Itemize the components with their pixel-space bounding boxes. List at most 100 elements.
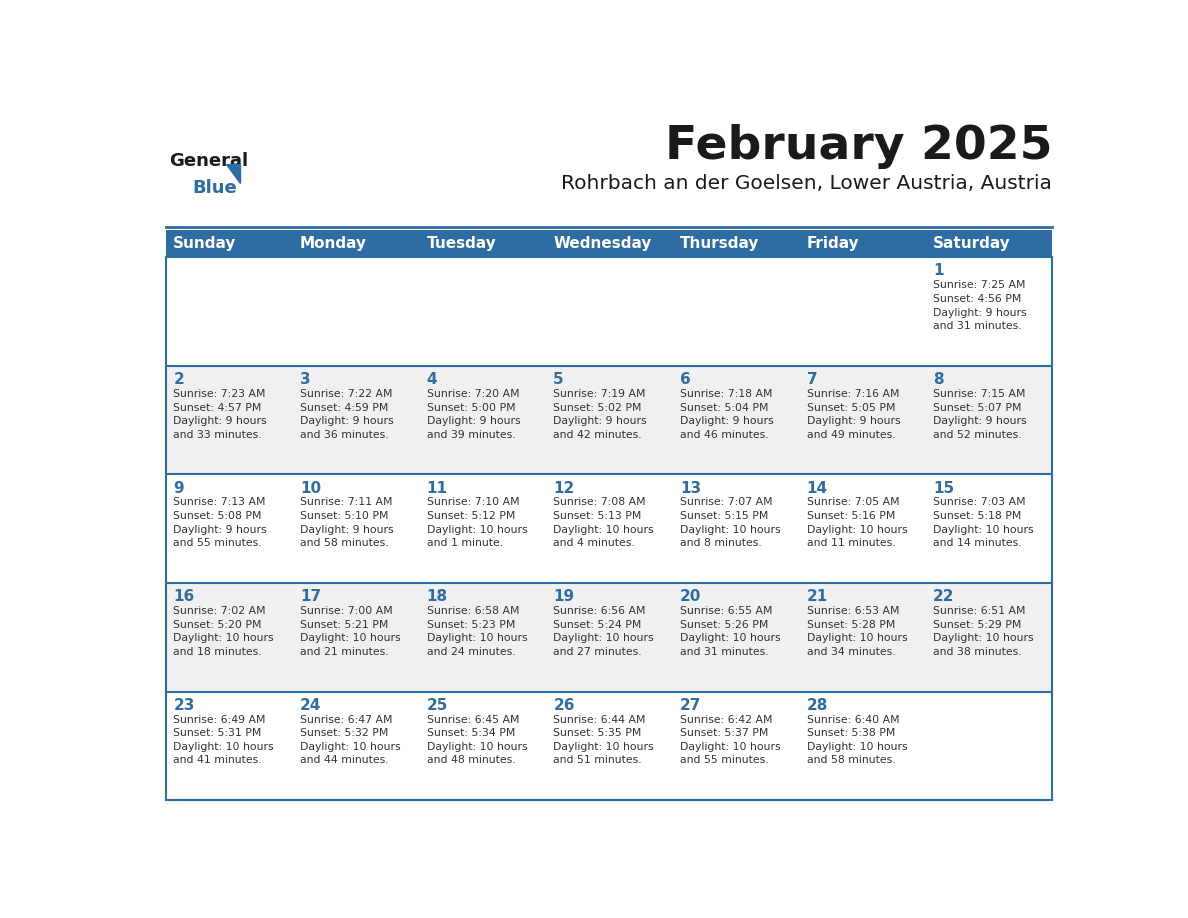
Bar xyxy=(165,691,292,800)
Bar xyxy=(545,365,672,475)
Text: 1: 1 xyxy=(934,263,943,278)
Text: Sunrise: 6:51 AM
Sunset: 5:29 PM
Daylight: 10 hours
and 38 minutes.: Sunrise: 6:51 AM Sunset: 5:29 PM Dayligh… xyxy=(934,606,1034,657)
Text: Sunrise: 7:02 AM
Sunset: 5:20 PM
Daylight: 10 hours
and 18 minutes.: Sunrise: 7:02 AM Sunset: 5:20 PM Dayligh… xyxy=(173,606,274,657)
Text: 27: 27 xyxy=(680,698,701,712)
Text: 8: 8 xyxy=(934,372,944,387)
Text: Wednesday: Wednesday xyxy=(554,236,651,251)
Text: General: General xyxy=(170,151,248,170)
Text: 19: 19 xyxy=(554,589,574,604)
Text: 20: 20 xyxy=(680,589,701,604)
Text: Tuesday: Tuesday xyxy=(426,236,497,251)
Bar xyxy=(165,583,292,691)
Bar xyxy=(165,257,292,365)
Bar xyxy=(292,257,419,365)
Text: Blue: Blue xyxy=(192,179,238,197)
Polygon shape xyxy=(226,164,240,183)
Bar xyxy=(672,691,798,800)
Text: 6: 6 xyxy=(680,372,690,387)
Text: Sunrise: 7:08 AM
Sunset: 5:13 PM
Daylight: 10 hours
and 4 minutes.: Sunrise: 7:08 AM Sunset: 5:13 PM Dayligh… xyxy=(554,498,653,548)
Bar xyxy=(545,475,672,583)
Text: 10: 10 xyxy=(299,480,321,496)
Bar xyxy=(545,691,672,800)
Text: Sunday: Sunday xyxy=(173,236,236,251)
Text: Sunrise: 6:53 AM
Sunset: 5:28 PM
Daylight: 10 hours
and 34 minutes.: Sunrise: 6:53 AM Sunset: 5:28 PM Dayligh… xyxy=(807,606,908,657)
Bar xyxy=(545,583,672,691)
Bar xyxy=(292,691,419,800)
Text: Sunrise: 6:49 AM
Sunset: 5:31 PM
Daylight: 10 hours
and 41 minutes.: Sunrise: 6:49 AM Sunset: 5:31 PM Dayligh… xyxy=(173,714,274,766)
Bar xyxy=(798,257,925,365)
Bar xyxy=(419,583,545,691)
Bar xyxy=(165,365,292,475)
Text: Sunrise: 7:19 AM
Sunset: 5:02 PM
Daylight: 9 hours
and 42 minutes.: Sunrise: 7:19 AM Sunset: 5:02 PM Dayligh… xyxy=(554,389,647,440)
Text: 9: 9 xyxy=(173,480,184,496)
Text: Sunrise: 7:05 AM
Sunset: 5:16 PM
Daylight: 10 hours
and 11 minutes.: Sunrise: 7:05 AM Sunset: 5:16 PM Dayligh… xyxy=(807,498,908,548)
Text: Saturday: Saturday xyxy=(933,236,1011,251)
Bar xyxy=(798,475,925,583)
Text: Sunrise: 7:15 AM
Sunset: 5:07 PM
Daylight: 9 hours
and 52 minutes.: Sunrise: 7:15 AM Sunset: 5:07 PM Dayligh… xyxy=(934,389,1026,440)
Text: Sunrise: 7:16 AM
Sunset: 5:05 PM
Daylight: 9 hours
and 49 minutes.: Sunrise: 7:16 AM Sunset: 5:05 PM Dayligh… xyxy=(807,389,901,440)
Text: Sunrise: 7:23 AM
Sunset: 4:57 PM
Daylight: 9 hours
and 33 minutes.: Sunrise: 7:23 AM Sunset: 4:57 PM Dayligh… xyxy=(173,389,267,440)
Text: 28: 28 xyxy=(807,698,828,712)
Text: 12: 12 xyxy=(554,480,575,496)
Text: 11: 11 xyxy=(426,480,448,496)
Text: Sunrise: 6:45 AM
Sunset: 5:34 PM
Daylight: 10 hours
and 48 minutes.: Sunrise: 6:45 AM Sunset: 5:34 PM Dayligh… xyxy=(426,714,527,766)
Bar xyxy=(798,365,925,475)
Text: 17: 17 xyxy=(299,589,321,604)
Text: 26: 26 xyxy=(554,698,575,712)
Bar xyxy=(165,230,1053,257)
Bar xyxy=(292,583,419,691)
Bar xyxy=(545,257,672,365)
Bar xyxy=(798,583,925,691)
Text: Sunrise: 7:25 AM
Sunset: 4:56 PM
Daylight: 9 hours
and 31 minutes.: Sunrise: 7:25 AM Sunset: 4:56 PM Dayligh… xyxy=(934,280,1026,331)
Bar xyxy=(672,365,798,475)
Text: Sunrise: 6:47 AM
Sunset: 5:32 PM
Daylight: 10 hours
and 44 minutes.: Sunrise: 6:47 AM Sunset: 5:32 PM Dayligh… xyxy=(299,714,400,766)
Text: Sunrise: 6:55 AM
Sunset: 5:26 PM
Daylight: 10 hours
and 31 minutes.: Sunrise: 6:55 AM Sunset: 5:26 PM Dayligh… xyxy=(680,606,781,657)
Bar xyxy=(672,257,798,365)
Text: 7: 7 xyxy=(807,372,817,387)
Text: 13: 13 xyxy=(680,480,701,496)
Bar xyxy=(292,475,419,583)
Text: Sunrise: 7:11 AM
Sunset: 5:10 PM
Daylight: 9 hours
and 58 minutes.: Sunrise: 7:11 AM Sunset: 5:10 PM Dayligh… xyxy=(299,498,393,548)
Text: Sunrise: 6:58 AM
Sunset: 5:23 PM
Daylight: 10 hours
and 24 minutes.: Sunrise: 6:58 AM Sunset: 5:23 PM Dayligh… xyxy=(426,606,527,657)
Text: Sunrise: 6:44 AM
Sunset: 5:35 PM
Daylight: 10 hours
and 51 minutes.: Sunrise: 6:44 AM Sunset: 5:35 PM Dayligh… xyxy=(554,714,653,766)
Bar xyxy=(165,475,292,583)
Text: 22: 22 xyxy=(934,589,955,604)
Bar xyxy=(419,365,545,475)
Text: Monday: Monday xyxy=(299,236,367,251)
Bar xyxy=(925,365,1053,475)
Text: Sunrise: 7:00 AM
Sunset: 5:21 PM
Daylight: 10 hours
and 21 minutes.: Sunrise: 7:00 AM Sunset: 5:21 PM Dayligh… xyxy=(299,606,400,657)
Text: Sunrise: 6:56 AM
Sunset: 5:24 PM
Daylight: 10 hours
and 27 minutes.: Sunrise: 6:56 AM Sunset: 5:24 PM Dayligh… xyxy=(554,606,653,657)
Bar xyxy=(925,583,1053,691)
Text: 4: 4 xyxy=(426,372,437,387)
Text: 14: 14 xyxy=(807,480,828,496)
Text: 18: 18 xyxy=(426,589,448,604)
Text: 5: 5 xyxy=(554,372,564,387)
Bar xyxy=(925,257,1053,365)
Bar xyxy=(925,691,1053,800)
Text: 2: 2 xyxy=(173,372,184,387)
Text: 3: 3 xyxy=(299,372,310,387)
Text: Sunrise: 7:18 AM
Sunset: 5:04 PM
Daylight: 9 hours
and 46 minutes.: Sunrise: 7:18 AM Sunset: 5:04 PM Dayligh… xyxy=(680,389,773,440)
Text: 15: 15 xyxy=(934,480,954,496)
Bar xyxy=(672,583,798,691)
Bar xyxy=(419,257,545,365)
Bar xyxy=(925,475,1053,583)
Text: Sunrise: 7:07 AM
Sunset: 5:15 PM
Daylight: 10 hours
and 8 minutes.: Sunrise: 7:07 AM Sunset: 5:15 PM Dayligh… xyxy=(680,498,781,548)
Text: 16: 16 xyxy=(173,589,195,604)
Text: 21: 21 xyxy=(807,589,828,604)
Bar xyxy=(419,475,545,583)
Text: 23: 23 xyxy=(173,698,195,712)
Bar xyxy=(798,691,925,800)
Text: Sunrise: 7:13 AM
Sunset: 5:08 PM
Daylight: 9 hours
and 55 minutes.: Sunrise: 7:13 AM Sunset: 5:08 PM Dayligh… xyxy=(173,498,267,548)
Text: Friday: Friday xyxy=(807,236,859,251)
Text: Sunrise: 6:40 AM
Sunset: 5:38 PM
Daylight: 10 hours
and 58 minutes.: Sunrise: 6:40 AM Sunset: 5:38 PM Dayligh… xyxy=(807,714,908,766)
Text: Thursday: Thursday xyxy=(680,236,759,251)
Bar xyxy=(672,475,798,583)
Text: Sunrise: 6:42 AM
Sunset: 5:37 PM
Daylight: 10 hours
and 55 minutes.: Sunrise: 6:42 AM Sunset: 5:37 PM Dayligh… xyxy=(680,714,781,766)
Text: Sunrise: 7:10 AM
Sunset: 5:12 PM
Daylight: 10 hours
and 1 minute.: Sunrise: 7:10 AM Sunset: 5:12 PM Dayligh… xyxy=(426,498,527,548)
Text: Rohrbach an der Goelsen, Lower Austria, Austria: Rohrbach an der Goelsen, Lower Austria, … xyxy=(561,174,1053,193)
Bar xyxy=(419,691,545,800)
Text: Sunrise: 7:20 AM
Sunset: 5:00 PM
Daylight: 9 hours
and 39 minutes.: Sunrise: 7:20 AM Sunset: 5:00 PM Dayligh… xyxy=(426,389,520,440)
Bar xyxy=(292,365,419,475)
Text: 25: 25 xyxy=(426,698,448,712)
